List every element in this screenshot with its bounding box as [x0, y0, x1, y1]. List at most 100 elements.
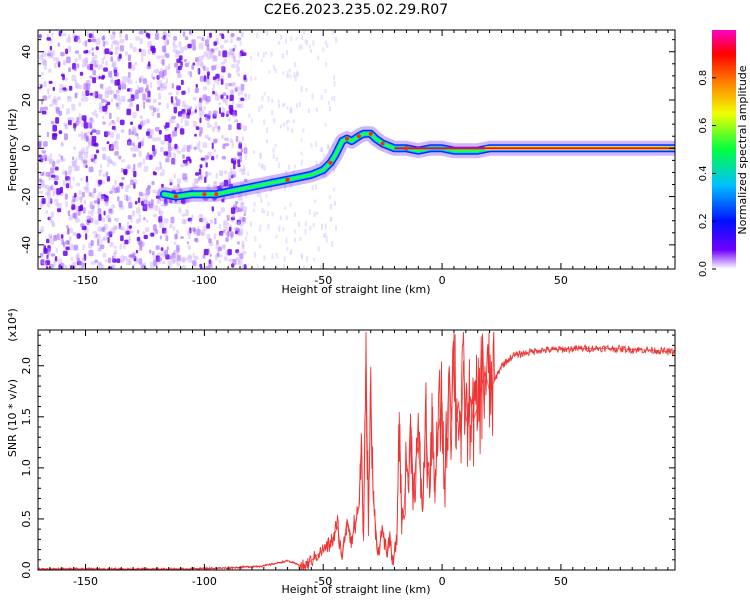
noise-speck — [105, 171, 109, 178]
noise-speck — [159, 215, 163, 219]
snr-exponent-label: (x10⁴) — [6, 308, 19, 342]
noise-speck — [117, 79, 121, 86]
noise-speck — [132, 179, 138, 185]
noise-speck — [57, 208, 62, 213]
noise-speck — [228, 48, 234, 56]
noise-speck — [124, 229, 127, 236]
noise-speck — [180, 118, 183, 124]
noise-speck — [141, 242, 145, 246]
noise-speck — [75, 82, 80, 89]
noise-speck — [173, 36, 177, 41]
snr-y-ticks: 0.0 0.5 1.0 1.5 2.0 — [20, 334, 675, 579]
noise-speck — [107, 86, 112, 93]
noise-speck — [56, 233, 60, 241]
noise-speck — [148, 201, 151, 207]
noise-speck — [272, 153, 275, 159]
noise-speck — [118, 226, 123, 230]
noise-speck — [65, 201, 68, 208]
noise-speck — [110, 34, 115, 40]
noise-speck — [71, 103, 76, 111]
noise-speck — [91, 129, 97, 133]
noise-speck — [172, 152, 177, 159]
noise-speck — [187, 244, 191, 250]
noise-speck — [304, 228, 307, 235]
noise-speck — [184, 119, 187, 127]
noise-speck — [231, 64, 236, 69]
noise-speck — [204, 155, 209, 160]
noise-speck — [267, 202, 270, 206]
noise-speck — [45, 171, 51, 177]
noise-speck — [158, 161, 162, 166]
noise-speck — [246, 231, 249, 236]
noise-speck — [66, 108, 70, 115]
noise-speck — [81, 122, 84, 128]
figure-title: C2E6.2023.235.02.29.R07 — [264, 2, 448, 18]
noise-speck — [108, 144, 114, 151]
noise-speck — [191, 64, 195, 70]
noise-speck — [323, 153, 326, 159]
noise-speck — [279, 124, 282, 129]
noise-speck — [176, 123, 180, 129]
noise-speck — [240, 31, 244, 38]
noise-speck — [118, 53, 122, 59]
noise-speck — [331, 241, 334, 247]
noise-speck — [52, 86, 56, 91]
noise-speck — [59, 88, 64, 93]
y-tick-label: 0.0 — [20, 561, 33, 579]
noise-speck — [204, 134, 209, 139]
noise-speck — [110, 131, 114, 139]
noise-speck — [245, 154, 248, 160]
noise-speck — [150, 45, 156, 52]
noise-speck — [85, 90, 90, 96]
noise-speck — [84, 60, 89, 67]
noise-speck — [236, 219, 241, 225]
noise-speck — [62, 59, 67, 66]
noise-speck — [325, 62, 328, 67]
noise-speck — [290, 36, 293, 41]
noise-speck — [68, 33, 71, 40]
noise-speck — [194, 109, 197, 113]
noise-speck — [110, 146, 113, 151]
noise-speck — [160, 68, 164, 75]
noise-speck — [58, 30, 62, 37]
noise-speck — [207, 122, 210, 129]
noise-speck — [230, 231, 234, 238]
noise-speck — [71, 74, 77, 81]
noise-speck — [285, 237, 288, 244]
snr-keypoints-line — [38, 333, 675, 570]
noise-speck — [320, 94, 323, 100]
noise-speck — [329, 106, 332, 111]
noise-speck — [250, 76, 253, 82]
noise-speck — [55, 107, 60, 114]
noise-speck — [172, 225, 176, 231]
noise-speck — [294, 75, 297, 82]
noise-speck — [98, 169, 103, 173]
noise-speck — [259, 192, 262, 198]
noise-speck — [100, 239, 103, 246]
noise-speck — [133, 170, 137, 178]
noise-speck — [109, 190, 113, 194]
noise-speck — [89, 202, 94, 209]
noise-speck — [121, 83, 127, 90]
noise-speck — [213, 232, 217, 240]
noise-speck — [160, 247, 164, 251]
noise-speck — [228, 117, 231, 122]
noise-speck — [151, 251, 155, 256]
noise-speck — [236, 251, 241, 257]
noise-speck — [219, 231, 224, 236]
noise-speck — [286, 74, 289, 79]
noise-speck — [235, 257, 240, 261]
noise-speck — [172, 40, 176, 46]
noise-speck — [142, 78, 147, 84]
noise-speck — [245, 192, 248, 199]
noise-speck — [319, 148, 322, 152]
noise-speck — [213, 110, 218, 114]
noise-speck — [80, 131, 84, 137]
noise-speck — [221, 75, 224, 80]
noise-speck — [46, 238, 50, 244]
noise-speck — [278, 225, 281, 232]
noise-speck — [213, 41, 217, 46]
noise-speck — [147, 185, 151, 189]
noise-speck — [88, 140, 91, 148]
noise-speck — [75, 254, 79, 262]
